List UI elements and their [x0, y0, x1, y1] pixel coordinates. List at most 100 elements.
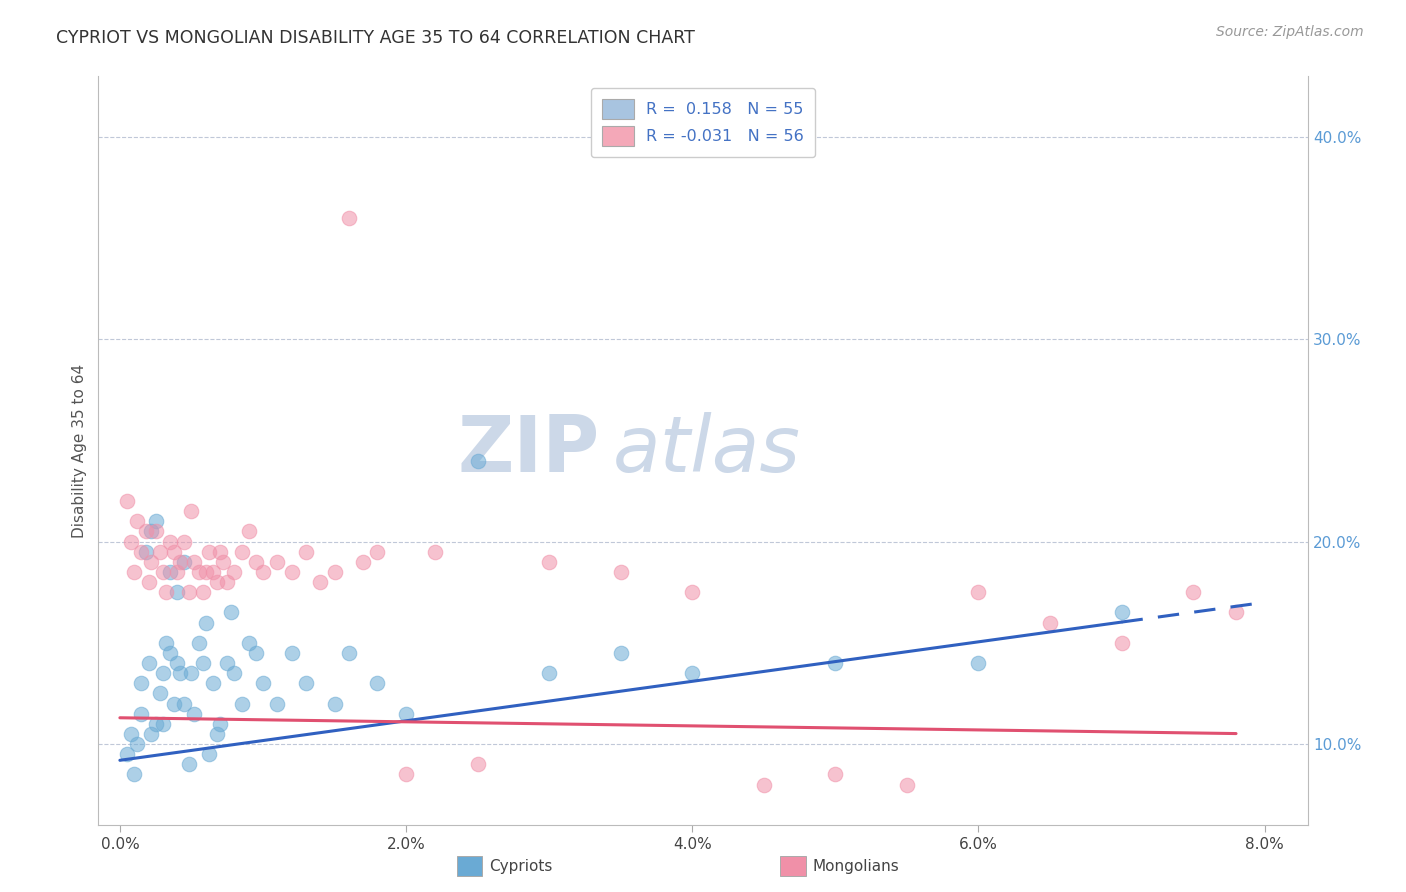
Point	[122, 565, 145, 579]
Point	[295, 545, 318, 559]
Point	[423, 545, 446, 559]
Point	[1225, 606, 1247, 620]
Point	[224, 666, 246, 681]
Point	[145, 716, 167, 731]
Point	[120, 534, 142, 549]
Point	[609, 646, 631, 660]
Text: Cypriots: Cypriots	[489, 859, 553, 873]
Point	[122, 767, 145, 781]
Point	[141, 727, 163, 741]
Point	[173, 534, 195, 549]
Point	[245, 555, 267, 569]
Point	[467, 453, 489, 467]
Point	[131, 545, 153, 559]
Point	[159, 534, 181, 549]
Point	[467, 757, 489, 772]
Point	[224, 565, 246, 579]
Point	[177, 585, 200, 599]
Point	[209, 545, 232, 559]
Point	[824, 656, 846, 670]
Point	[323, 697, 346, 711]
Point	[245, 646, 267, 660]
Point	[205, 575, 228, 590]
Point	[169, 555, 191, 569]
Point	[177, 757, 200, 772]
Text: Mongolians: Mongolians	[813, 859, 900, 873]
Point	[187, 565, 209, 579]
Point	[209, 716, 232, 731]
Point	[166, 585, 188, 599]
Point	[609, 565, 631, 579]
Point	[173, 555, 195, 569]
Point	[366, 676, 388, 690]
Point	[352, 555, 374, 569]
Point	[125, 514, 148, 528]
Point	[163, 545, 186, 559]
Point	[152, 716, 174, 731]
Point	[896, 778, 918, 792]
Point	[252, 676, 274, 690]
Point	[967, 656, 990, 670]
Point	[138, 656, 160, 670]
Bar	[457, 856, 482, 876]
Point	[681, 585, 703, 599]
Point	[323, 565, 346, 579]
Point	[238, 524, 260, 539]
Point	[194, 565, 217, 579]
Point	[295, 676, 318, 690]
Point	[280, 565, 302, 579]
Point	[201, 565, 224, 579]
Point	[538, 666, 561, 681]
Point	[166, 656, 188, 670]
Point	[115, 747, 138, 762]
Point	[166, 565, 188, 579]
Point	[309, 575, 332, 590]
Point	[238, 636, 260, 650]
Point	[191, 585, 214, 599]
Point	[152, 666, 174, 681]
Point	[1111, 606, 1133, 620]
Point	[183, 706, 205, 721]
Text: CYPRIOT VS MONGOLIAN DISABILITY AGE 35 TO 64 CORRELATION CHART: CYPRIOT VS MONGOLIAN DISABILITY AGE 35 T…	[56, 29, 695, 47]
Point	[266, 697, 288, 711]
Point	[1111, 636, 1133, 650]
Point	[252, 565, 274, 579]
Legend: R =  0.158   N = 55, R = -0.031   N = 56: R = 0.158 N = 55, R = -0.031 N = 56	[591, 87, 815, 157]
Bar	[780, 856, 806, 876]
Point	[217, 575, 239, 590]
Point	[131, 706, 153, 721]
Point	[231, 697, 253, 711]
Point	[538, 555, 561, 569]
Point	[138, 575, 160, 590]
Text: ZIP: ZIP	[458, 412, 600, 489]
Point	[752, 778, 775, 792]
Point	[125, 737, 148, 751]
Point	[169, 666, 191, 681]
Point	[201, 676, 224, 690]
Point	[681, 666, 703, 681]
Point	[149, 686, 172, 700]
Point	[212, 555, 235, 569]
Point	[149, 545, 172, 559]
Point	[824, 767, 846, 781]
Point	[217, 656, 239, 670]
Point	[115, 494, 138, 508]
Point	[266, 555, 288, 569]
Point	[131, 676, 153, 690]
Point	[191, 656, 214, 670]
Point	[141, 524, 163, 539]
Point	[155, 585, 177, 599]
Point	[337, 646, 360, 660]
Point	[395, 767, 418, 781]
Point	[163, 697, 186, 711]
Point	[183, 555, 205, 569]
Point	[135, 545, 157, 559]
Point	[337, 211, 360, 225]
Point	[395, 706, 418, 721]
Point	[180, 666, 202, 681]
Point	[152, 565, 174, 579]
Point	[155, 636, 177, 650]
Point	[159, 646, 181, 660]
Text: atlas: atlas	[613, 412, 800, 489]
Point	[159, 565, 181, 579]
